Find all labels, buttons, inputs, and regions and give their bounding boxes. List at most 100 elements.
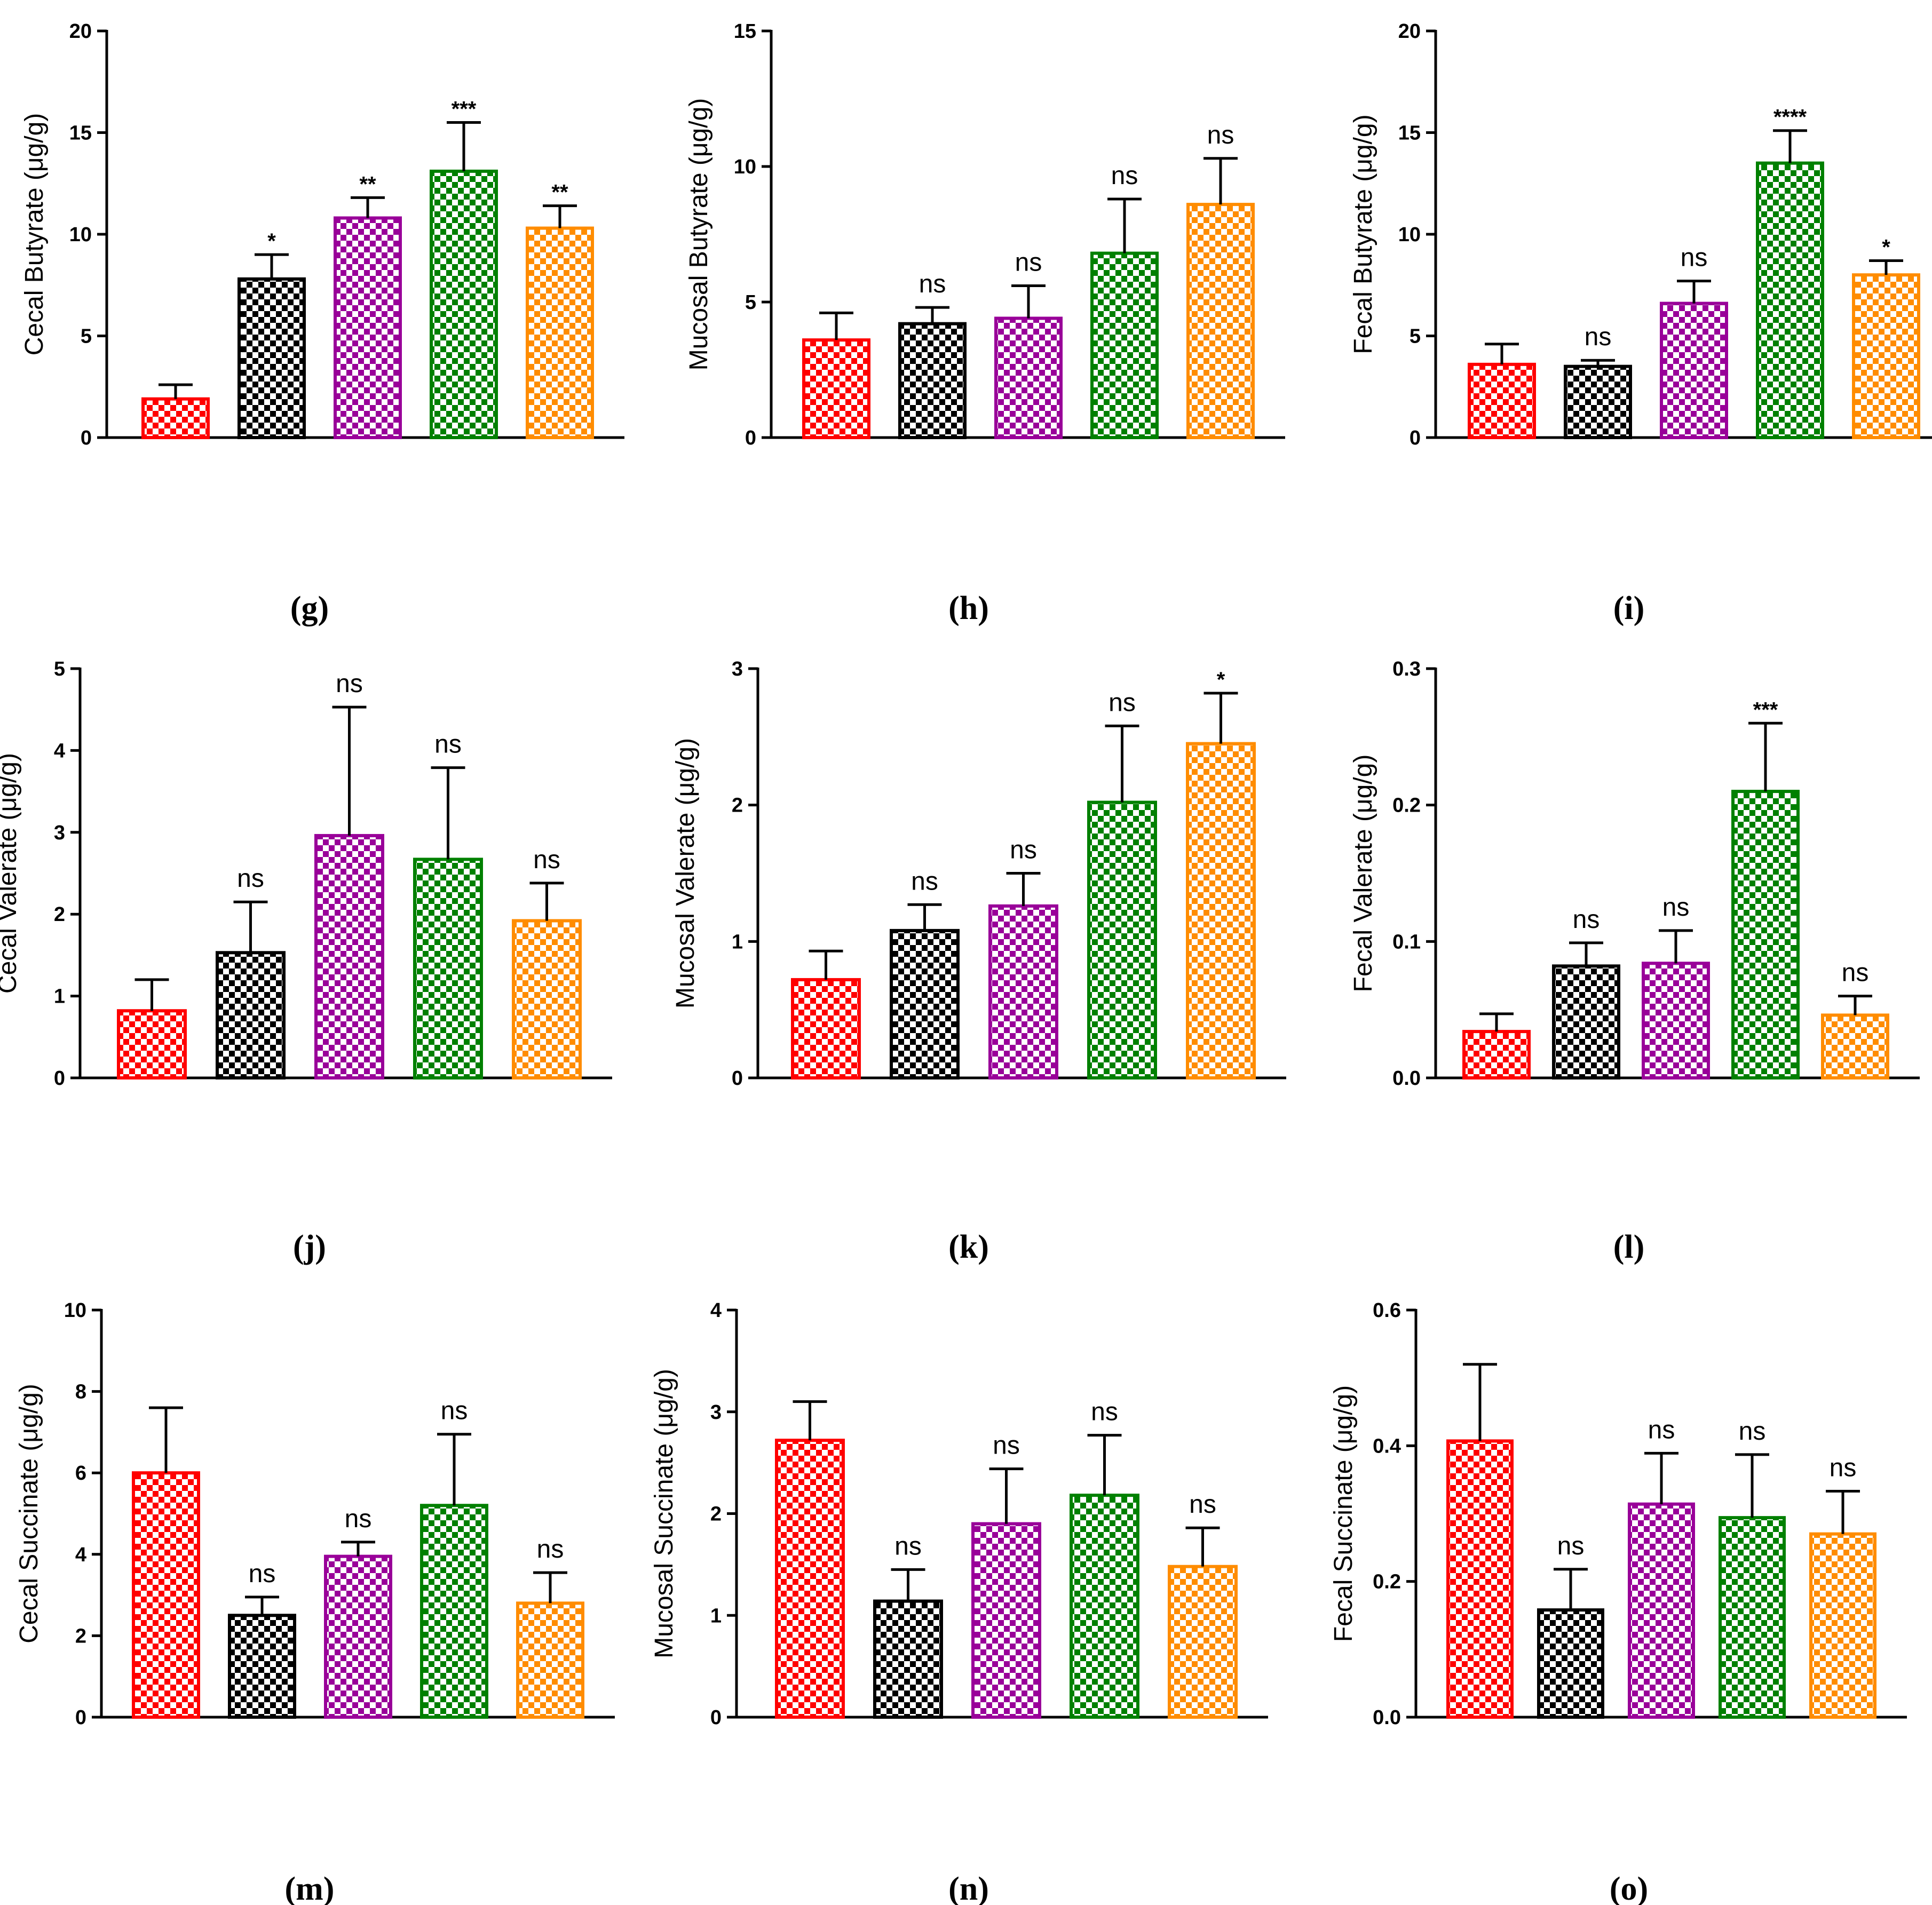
bar-group-3	[971, 1522, 1041, 1719]
bar-group-3	[334, 216, 402, 439]
y-axis-title: Mucosal Valerate (μg/g)	[671, 738, 700, 1009]
y-tick-label: 5	[54, 658, 65, 680]
panel-label: (g)	[290, 590, 329, 626]
y-tick-label: 5	[1410, 326, 1421, 348]
bar-group-2	[890, 928, 960, 1080]
y-tick-label: 0.0	[1373, 1706, 1401, 1729]
panel-label: (i)	[1613, 590, 1645, 626]
y-tick-label: 0.1	[1392, 931, 1421, 953]
bar-group-5	[1168, 1565, 1238, 1719]
y-tick-label: 0	[710, 1706, 722, 1729]
significance-label: ns	[1681, 244, 1708, 272]
significance-label: *	[267, 229, 276, 253]
bar-group-4	[1090, 251, 1159, 439]
y-tick-label: 10	[64, 1299, 86, 1322]
bar-group-3	[314, 834, 384, 1080]
panel-label: (l)	[1613, 1229, 1645, 1265]
y-tick-label: 15	[69, 122, 92, 145]
bar-group-1	[775, 1439, 845, 1719]
chart-panel: 0.0 0.1 0.2 0.3 Fecal Valerate (μg/g) ns ns ***…	[1349, 658, 1920, 1265]
bar-group-2	[1552, 964, 1620, 1080]
significance-label: ns	[441, 1397, 468, 1425]
y-tick-label: 5	[745, 291, 756, 314]
bar-group-5	[516, 1601, 584, 1719]
panel-label: (m)	[285, 1871, 335, 1905]
significance-label: **	[359, 172, 376, 196]
y-tick-label: 0	[732, 1067, 743, 1090]
bar-group-2	[873, 1599, 943, 1719]
chart-panel: 0 1 2 3 4 5 Cecal Valerate (μg/g) ns ns ns ns (j)	[0, 658, 612, 1265]
y-axis-title: Fecal Butyrate (μg/g)	[1349, 114, 1377, 354]
significance-label: ns	[894, 1532, 922, 1560]
panel-label: (n)	[948, 1871, 989, 1905]
y-tick-label: 10	[734, 156, 756, 178]
significance-label: ns	[1573, 906, 1600, 934]
y-tick-label: 0	[75, 1706, 86, 1729]
significance-label: ns	[533, 846, 560, 874]
bar-group-2	[228, 1614, 296, 1719]
y-tick-label: 1	[54, 986, 65, 1008]
significance-label: ns	[1189, 1490, 1216, 1519]
y-tick-label: 6	[75, 1462, 86, 1485]
panel-label: (h)	[948, 590, 989, 626]
y-tick-label: 0.2	[1373, 1571, 1401, 1593]
significance-label: ns	[537, 1535, 564, 1563]
y-tick-label: 0	[81, 427, 92, 449]
y-tick-label: 0.4	[1373, 1435, 1401, 1457]
significance-label: ns	[1739, 1417, 1766, 1446]
significance-label: ns	[1010, 836, 1037, 864]
significance-label: **	[551, 181, 568, 204]
bar-group-2	[898, 322, 967, 440]
significance-label: ns	[1830, 1454, 1857, 1482]
bar-group-3	[324, 1554, 392, 1719]
y-tick-label: 15	[734, 20, 756, 43]
y-tick-label: 4	[710, 1299, 722, 1322]
chart-panel: 0 2 4 6 8 10 Cecal Succinate (μg/g) ns ns ns ns (m)	[15, 1299, 615, 1905]
y-tick-label: 1	[710, 1605, 722, 1627]
y-axis-title: Cecal Butyrate (μg/g)	[20, 113, 49, 356]
y-axis-title: Cecal Succinate (μg/g)	[15, 1384, 43, 1644]
y-tick-label: 0.2	[1392, 795, 1421, 817]
chart-panel: 0.0 0.2 0.4 0.6 Fecal Succinate (μg/g) ns ns ns…	[1329, 1299, 1907, 1905]
bar-group-1	[1462, 1030, 1531, 1080]
bar-group-4	[1070, 1494, 1139, 1719]
bar-group-4	[413, 858, 483, 1080]
y-tick-label: 8	[75, 1381, 86, 1403]
significance-label: ns	[911, 867, 938, 895]
bar-group-5	[1821, 1013, 1889, 1080]
bar-group-3	[1642, 962, 1710, 1080]
significance-label: ns	[336, 670, 363, 698]
y-tick-label: 2	[710, 1503, 722, 1526]
y-tick-label: 20	[1398, 20, 1421, 43]
significance-label: *	[1217, 668, 1225, 692]
bar-group-4	[430, 169, 498, 439]
y-tick-label: 0	[1410, 427, 1421, 449]
bar-group-4	[1731, 790, 1800, 1080]
significance-label: ns	[1557, 1532, 1585, 1560]
y-tick-label: 0	[54, 1067, 65, 1090]
significance-label: ns	[1091, 1398, 1118, 1426]
y-tick-label: 1	[732, 931, 743, 953]
bar-group-1	[117, 1009, 187, 1080]
y-tick-label: 2	[75, 1625, 86, 1647]
y-tick-label: 3	[732, 658, 743, 680]
y-tick-label: 4	[54, 740, 65, 762]
significance-label: ns	[1111, 162, 1138, 190]
y-tick-label: 0.0	[1392, 1067, 1421, 1090]
bar-group-5	[1186, 203, 1255, 439]
bar-group-4	[420, 1504, 488, 1719]
panel-label: (k)	[948, 1229, 989, 1265]
bar-group-1	[791, 978, 861, 1080]
bar-group-1	[802, 338, 870, 439]
significance-label: ns	[1015, 249, 1042, 277]
significance-label: ns	[1585, 323, 1612, 351]
bar-group-3	[988, 904, 1058, 1080]
panel-label: (o)	[1610, 1871, 1648, 1905]
bar-group-3	[994, 316, 1063, 439]
bar-group-5	[1186, 742, 1256, 1080]
bar-group-5	[512, 919, 582, 1080]
y-tick-label: 3	[710, 1401, 722, 1424]
chart-panel: 0 1 2 3 Mucosal Valerate (μg/g) ns ns ns * (k)	[671, 658, 1286, 1265]
